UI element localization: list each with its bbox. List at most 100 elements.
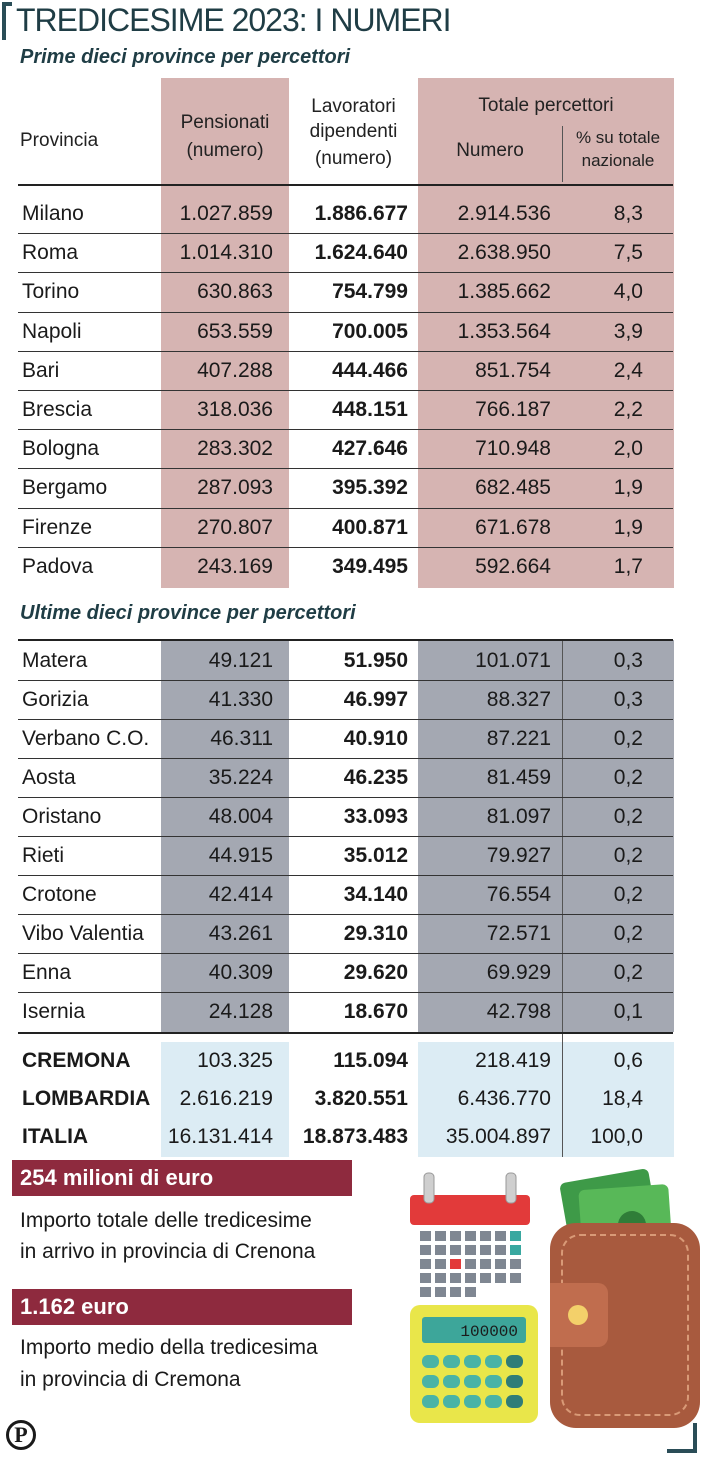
numero-cell: 72.571 (486, 922, 551, 945)
pensionati-cell: 653.559 (197, 319, 273, 343)
percentuale-cell: 0,2 (613, 883, 643, 906)
provincia-cell: Roma (22, 241, 79, 265)
percentuale-cell: 18,4 (602, 1087, 643, 1110)
illustration: 100000 (410, 1168, 700, 1428)
lavoratori-cell: 46.235 (343, 766, 408, 789)
lavoratori-cell: 444.466 (332, 358, 408, 382)
fact2-line2: in provincia di Cremona (20, 1368, 241, 1391)
provincia-cell: Napoli (22, 319, 82, 343)
lavoratori-cell: 40.910 (343, 727, 408, 750)
page-title: TREDICESIME 2023: I NUMERI (16, 2, 452, 38)
numero-cell: 6.436.770 (457, 1087, 551, 1110)
table-row: ITALIA 16.131.414 18.873.483 35.004.897 100,… (0, 1117, 701, 1156)
header-numero: Numero (456, 140, 524, 161)
lavoratori-cell: 395.392 (332, 476, 408, 500)
provincia-cell: Isernia (22, 1000, 86, 1023)
numero-cell: 2.638.950 (457, 241, 551, 265)
pensionati-cell: 1.014.310 (179, 241, 273, 265)
lavoratori-cell: 115.094 (333, 1049, 408, 1072)
table-row: Bergamo 287.093 395.392 682.485 1,9 (0, 468, 701, 507)
row-divider (18, 468, 673, 470)
pensionati-cell: 35.224 (208, 766, 273, 789)
pensionati-cell: 630.863 (197, 280, 273, 304)
pct-divider-totals (562, 1034, 563, 1157)
provincia-cell: Matera (22, 649, 88, 672)
lavoratori-cell: 700.005 (332, 319, 408, 343)
percentuale-cell: 2,0 (613, 437, 643, 461)
pensionati-cell: 43.261 (208, 922, 273, 945)
percentuale-cell: 0,3 (613, 688, 643, 711)
provincia-cell: Bari (22, 358, 60, 382)
publisher-logo: P (6, 1420, 36, 1450)
calculator-icon: 100000 (410, 1305, 538, 1423)
totale-column-bg (418, 78, 674, 588)
row-divider (18, 797, 673, 798)
numero-cell: 87.221 (486, 727, 551, 750)
fact1-line2: in arrivo in provincia di Crenona (20, 1240, 316, 1263)
header-rule (18, 184, 673, 186)
row-divider (18, 233, 673, 235)
numero-cell: 1.353.564 (457, 319, 551, 343)
table-row: Enna 40.309 29.620 69.929 0,2 (0, 953, 701, 992)
row-divider (18, 350, 673, 352)
pensionati-cell: 41.330 (208, 688, 273, 711)
table-row: Rieti 44.915 35.012 79.927 0,2 (0, 836, 701, 875)
table-row: Napoli 653.559 700.005 1.353.564 3,9 (0, 312, 701, 351)
numero-cell: 2.914.536 (457, 202, 551, 225)
table-row: Oristano 48.004 33.093 81.097 0,2 (0, 797, 701, 836)
percentuale-cell: 7,5 (613, 241, 643, 265)
provincia-cell: Bologna (22, 437, 100, 461)
numero-cell: 81.097 (486, 805, 551, 828)
pensionati-cell: 243.169 (197, 554, 273, 578)
pensionati-cell: 42.414 (208, 883, 273, 906)
header-pensionati-1: Pensionati (180, 112, 270, 133)
lavoratori-cell: 35.012 (343, 844, 408, 867)
lavoratori-cell: 1.624.640 (314, 241, 408, 265)
calculator-display: 100000 (460, 1323, 518, 1341)
fact2-line1: Importo medio della tredicesima (20, 1336, 318, 1359)
percentuale-cell: 0,2 (613, 961, 643, 984)
numero-cell: 766.187 (475, 398, 551, 421)
pensionati-cell: 44.915 (208, 844, 273, 867)
lavoratori-cell: 448.151 (332, 398, 408, 421)
numero-cell: 76.554 (486, 883, 551, 906)
totals-rule (18, 1032, 673, 1034)
row-divider (18, 719, 673, 720)
pensionati-cell: 1.027.859 (179, 202, 273, 225)
provincia-cell: Enna (22, 961, 72, 984)
numero-cell: 88.327 (486, 688, 551, 711)
table-row: Padova 243.169 349.495 592.664 1,7 (0, 547, 701, 586)
lavoratori-cell: 427.646 (332, 437, 408, 461)
section-title-top: Prime dieci province per percettori (20, 46, 351, 68)
section-title-bottom: Ultime dieci province per percettori (20, 602, 356, 624)
row-divider (18, 507, 673, 509)
lavoratori-cell: 29.310 (343, 922, 408, 945)
numero-cell: 851.754 (475, 358, 551, 382)
pensionati-column-bg (161, 78, 289, 588)
wallet-icon (550, 1168, 700, 1428)
percentuale-cell: 1,9 (613, 476, 643, 500)
provincia-cell: Verbano C.O. (22, 727, 150, 750)
header-lavoratori-3: (numero) (314, 148, 393, 169)
fact2-headline: 1.162 euro (12, 1289, 352, 1325)
table-row: Milano 1.027.859 1.886.677 2.914.536 8,3 (0, 194, 701, 233)
pensionati-cell: 46.311 (210, 727, 273, 750)
row-divider (18, 992, 673, 993)
numero-cell: 101.071 (475, 649, 551, 672)
percentuale-cell: 8,3 (613, 202, 643, 225)
table-row: Matera 49.121 51.950 101.071 0,3 (0, 641, 701, 680)
numero-cell: 218.419 (475, 1049, 551, 1072)
provincia-cell: LOMBARDIA (22, 1087, 151, 1110)
pensionati-cell: 24.128 (208, 1000, 273, 1023)
table-row: Verbano C.O. 46.311 40.910 87.221 0,2 (0, 719, 701, 758)
percentuale-cell: 0,3 (613, 649, 643, 672)
lavoratori-cell: 349.495 (332, 554, 408, 578)
header-provincia: Provincia (20, 130, 99, 151)
provincia-cell: Aosta (22, 766, 76, 789)
provincia-cell: Crotone (22, 883, 97, 906)
numero-cell: 671.678 (475, 515, 551, 539)
row-divider (18, 390, 673, 391)
pensionati-cell: 283.302 (197, 437, 273, 461)
header-totale: Totale percettori (478, 95, 614, 116)
numero-cell: 592.664 (475, 554, 551, 578)
